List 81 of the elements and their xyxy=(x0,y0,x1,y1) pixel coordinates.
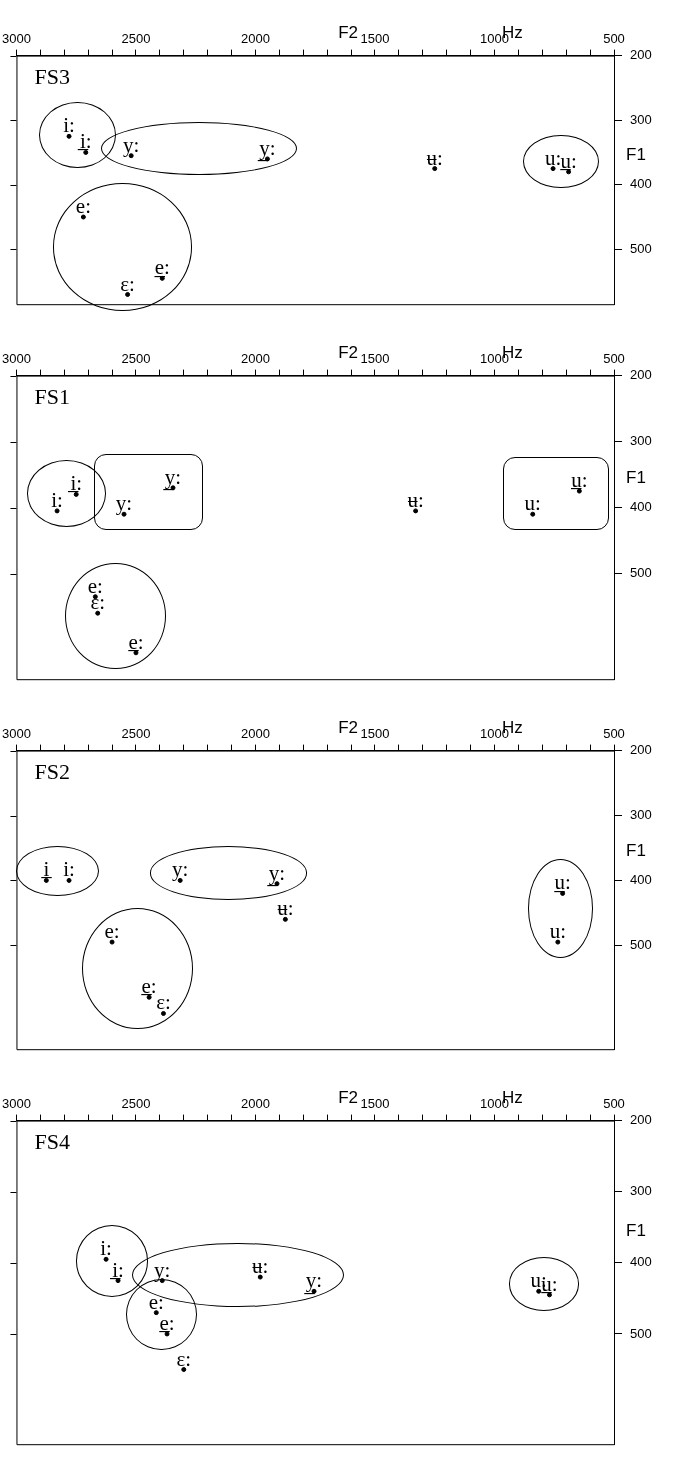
data-label: i: xyxy=(63,113,75,138)
data-label: e: xyxy=(75,194,91,219)
x-tick-label: 500 xyxy=(603,1096,625,1112)
data-label: i̲ xyxy=(40,857,53,882)
chart-title: FS2 xyxy=(34,759,70,785)
x-tick-label: 500 xyxy=(603,726,625,742)
x-tick-label: 2000 xyxy=(241,1096,270,1112)
y-tick-label: 200 xyxy=(630,1112,652,1128)
data-label: e̲: xyxy=(140,974,157,999)
data-label: ʉ: xyxy=(426,145,443,170)
chart-title: FS4 xyxy=(34,1129,70,1155)
data-label: ʉ: xyxy=(252,1254,269,1279)
x-axis-title: F2 xyxy=(338,717,359,737)
x-tick-label: 2000 xyxy=(241,726,270,742)
data-label: y̲: xyxy=(256,135,276,163)
data-label: y̲: xyxy=(266,860,286,888)
x-tick-label: 1500 xyxy=(360,1096,390,1112)
y-tick-label: 200 xyxy=(630,47,652,63)
x-tick-label: 1500 xyxy=(360,351,390,367)
data-label: ɛ: xyxy=(120,271,135,296)
data-label: ʉ: xyxy=(407,487,424,512)
data-label: y: xyxy=(154,1257,171,1282)
y-tick-label: 200 xyxy=(630,367,652,383)
data-label: ɛ: xyxy=(156,990,171,1015)
y-tick-label: 400 xyxy=(630,176,652,192)
x-tick-label: 2500 xyxy=(121,31,151,47)
x-tick-label: 2000 xyxy=(241,31,270,47)
y-tick-label: 500 xyxy=(630,565,652,581)
y-axis-title: F1 xyxy=(626,467,646,487)
x-tick-label: 1500 xyxy=(360,726,390,742)
data-label: y: xyxy=(172,857,189,882)
y-tick-label: 300 xyxy=(630,111,652,127)
data-label: ɛ: xyxy=(176,1346,192,1371)
x-tick-label: 1500 xyxy=(360,31,390,47)
data-label: e̲: xyxy=(153,255,170,280)
data-label: i: xyxy=(51,487,63,512)
x-tick-label: 3000 xyxy=(2,351,31,367)
data-label: i: xyxy=(63,857,75,882)
data-label: ʉ: xyxy=(277,896,294,921)
y-tick-label: 500 xyxy=(630,240,652,256)
y-axis-title: F1 xyxy=(626,1220,646,1240)
data-label: y: xyxy=(115,491,133,516)
y-tick-label: 200 xyxy=(630,742,652,758)
data-label: u: xyxy=(524,491,541,516)
data-label: i̲: xyxy=(67,471,83,496)
y-tick-label: 400 xyxy=(630,499,652,515)
x-tick-label: 3000 xyxy=(2,1096,31,1112)
data-label: i̲: xyxy=(112,1257,124,1282)
x-tick-label: 2500 xyxy=(121,726,151,742)
y-tick-label: 400 xyxy=(630,1254,652,1270)
data-label: e: xyxy=(104,919,120,944)
y-tick-label: 500 xyxy=(630,936,652,952)
y-tick-label: 300 xyxy=(630,433,652,449)
y-tick-label: 300 xyxy=(630,807,652,823)
x-tick-label: 500 xyxy=(603,31,625,47)
data-label: y̲: xyxy=(303,1268,323,1295)
data-label: u̲: xyxy=(553,870,571,895)
x-axis-title: F2 xyxy=(338,1087,359,1107)
y-tick-label: 500 xyxy=(630,1325,652,1341)
x-tick-label: 2500 xyxy=(121,351,151,367)
chart-title: FS1 xyxy=(34,384,70,410)
data-label: u: xyxy=(549,919,566,944)
data-label: i̲: xyxy=(76,129,92,154)
data-label: u̲: xyxy=(570,468,588,493)
y-axis-title: F1 xyxy=(626,840,646,860)
x-axis-title: F2 xyxy=(338,22,359,42)
x-tick-label: 2500 xyxy=(121,1096,151,1112)
x-axis-title: F2 xyxy=(338,342,359,362)
y-axis-title: F1 xyxy=(626,145,646,165)
data-label: i: xyxy=(100,1236,112,1261)
x-tick-label: 3000 xyxy=(2,31,31,47)
chart-title: FS3 xyxy=(34,64,70,90)
y-tick-label: 300 xyxy=(630,1183,652,1199)
data-label: u̲: xyxy=(559,148,577,173)
data-label: e̲: xyxy=(127,629,144,654)
x-tick-label: 3000 xyxy=(2,726,31,742)
data-label: y: xyxy=(123,132,140,157)
x-tick-label: 500 xyxy=(603,351,625,367)
x-tick-label: 2000 xyxy=(241,351,270,367)
y-tick-label: 400 xyxy=(630,872,652,887)
data-label: y̲: xyxy=(162,464,182,492)
